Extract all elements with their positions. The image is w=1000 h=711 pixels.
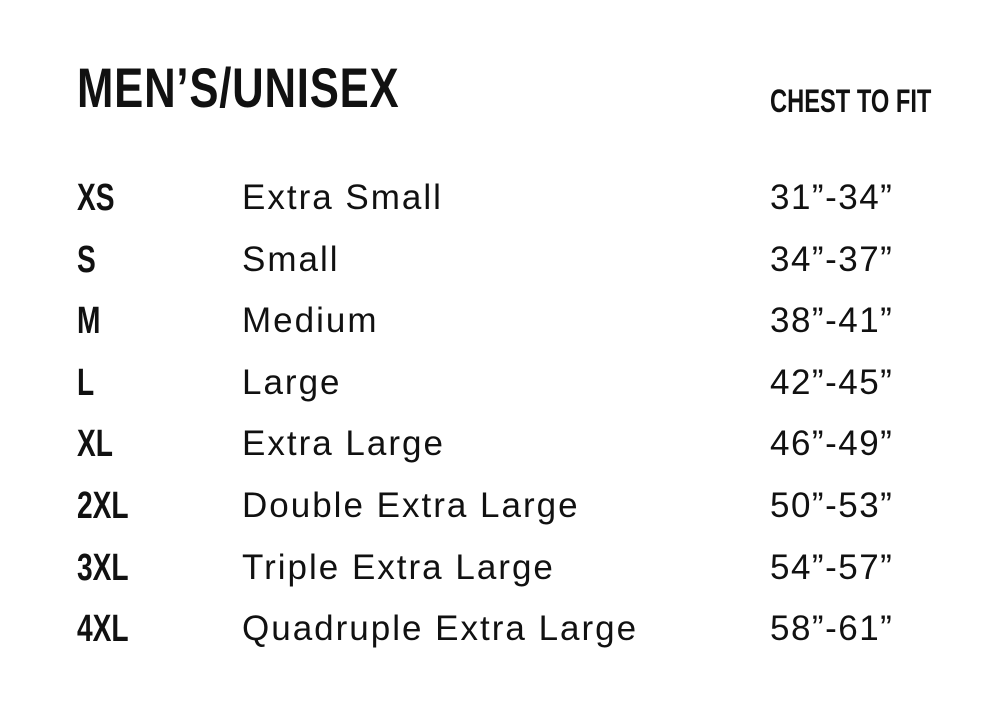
size-code: XS [77, 177, 115, 219]
size-name: Quadruple Extra Large [242, 609, 639, 649]
chest-range: 50”-53” [770, 486, 894, 525]
size-row: L Large 42”-45” [0, 360, 1000, 410]
size-code: S [77, 238, 96, 281]
chest-range: 58”-61” [770, 609, 894, 649]
size-code: M [77, 300, 101, 343]
chest-range: 38”-41” [770, 301, 894, 341]
size-row: 2XL Double Extra Large 50”-53” [0, 483, 1000, 533]
size-row: 3XL Triple Extra Large 54”-57” [0, 545, 1000, 595]
chest-range: 31”-34” [770, 178, 894, 217]
size-row: M Medium 38”-41” [0, 298, 1000, 348]
size-name: Medium [242, 301, 379, 341]
chest-range: 46”-49” [770, 424, 894, 464]
size-code: 4XL [77, 608, 129, 651]
size-name: Triple Extra Large [242, 547, 555, 587]
chest-to-fit-header: CHEST TO FIT [770, 83, 932, 119]
size-row: XL Extra Large 46”-49” [0, 421, 1000, 471]
chest-range: 42”-45” [770, 362, 894, 402]
chest-range: 34”-37” [770, 239, 894, 279]
size-code: 3XL [77, 546, 129, 589]
size-row: XS Extra Small 31”-34” [0, 175, 1000, 225]
size-row: 4XL Quadruple Extra Large 58”-61” [0, 606, 1000, 656]
size-name: Extra Large [242, 424, 445, 464]
size-name: Small [242, 239, 340, 279]
size-row: S Small 34”-37” [0, 237, 1000, 287]
size-name: Double Extra Large [242, 486, 580, 525]
size-code: L [77, 361, 95, 404]
chest-range: 54”-57” [770, 547, 894, 587]
size-code: XL [77, 423, 113, 466]
size-code: 2XL [77, 485, 129, 527]
page-title: MEN’S/UNISEX [77, 56, 400, 119]
size-name: Large [242, 362, 342, 402]
size-name: Extra Small [242, 178, 443, 217]
